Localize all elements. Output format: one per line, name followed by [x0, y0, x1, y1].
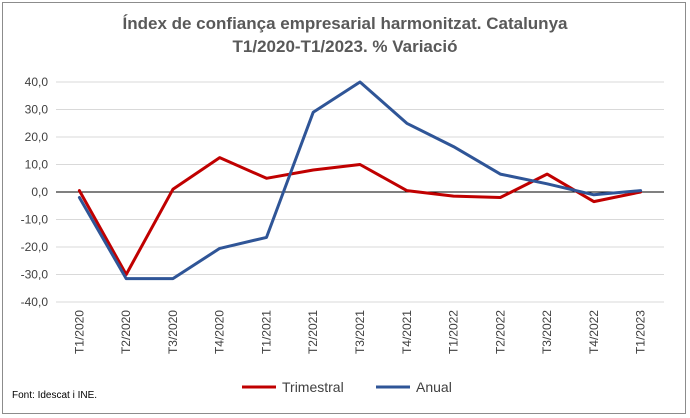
x-tick-label: T1/2022	[447, 310, 461, 354]
x-tick-label: T2/2020	[119, 310, 133, 354]
y-tick-label: 0,0	[31, 185, 48, 199]
legend-label: Trimestral	[282, 379, 344, 395]
y-axis: 40,0 30,0 20,0 10,0 0,0 -10,0 -20,0 -30,0 -40,0	[21, 75, 49, 309]
x-tick-label: T3/2021	[353, 310, 367, 354]
x-axis: T1/2020 T2/2020 T3/2020 T4/2020 T1/2021 T2/20…	[72, 310, 647, 354]
y-tick-label: 30,0	[25, 103, 49, 117]
legend: Trimestral Anual	[242, 379, 452, 395]
y-tick-label: -30,0	[21, 268, 49, 282]
y-tick-label: -10,0	[21, 213, 49, 227]
x-tick-label: T4/2021	[400, 310, 414, 354]
x-tick-label: T1/2020	[72, 310, 86, 354]
chart-frame	[2, 2, 686, 414]
x-tick-label: T1/2023	[634, 310, 648, 354]
x-tick-label: T1/2021	[259, 310, 273, 354]
y-tick-label: 20,0	[25, 130, 49, 144]
x-tick-label: T4/2022	[587, 310, 601, 354]
y-tick-label: 10,0	[25, 158, 49, 172]
x-tick-label: T4/2020	[213, 310, 227, 354]
chart-subtitle: T1/2020-T1/2023. % Variació	[233, 37, 458, 56]
y-tick-label: -20,0	[21, 240, 49, 254]
x-tick-label: T3/2020	[166, 310, 180, 354]
x-tick-label: T3/2022	[540, 310, 554, 354]
x-tick-label: T2/2022	[493, 310, 507, 354]
y-tick-label: -40,0	[21, 295, 49, 309]
chart-title: Índex de confiança empresarial harmonitz…	[123, 14, 569, 33]
legend-label: Anual	[416, 379, 452, 395]
y-tick-label: 40,0	[25, 75, 49, 89]
series	[77, 80, 643, 281]
source-note: Font: Idescat i INE.	[12, 390, 97, 401]
x-tick-label: T2/2021	[306, 310, 320, 354]
series-line-trimestral	[77, 156, 643, 276]
